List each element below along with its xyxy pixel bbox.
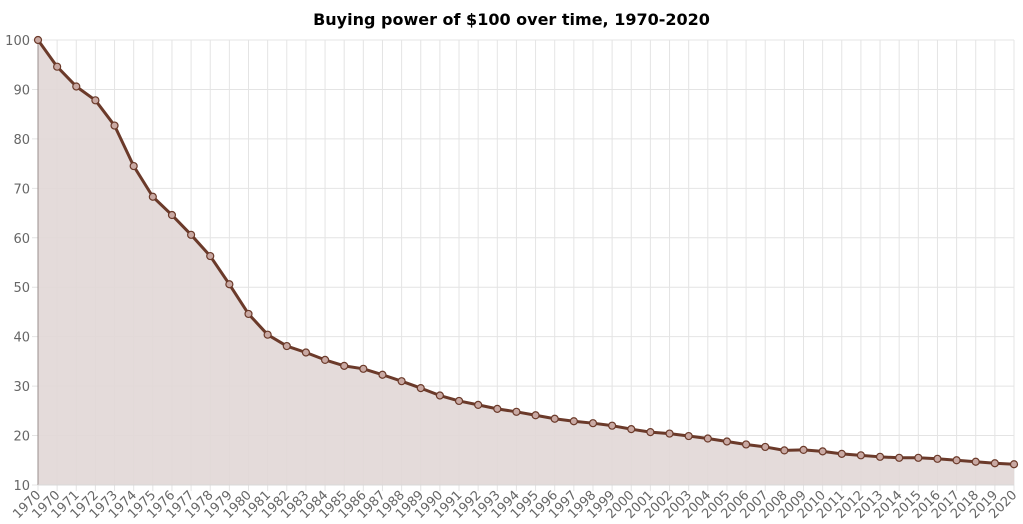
data-point xyxy=(1009,460,1019,469)
data-point xyxy=(301,348,311,357)
data-point xyxy=(53,62,62,71)
data-point xyxy=(703,434,712,443)
data-point xyxy=(378,370,387,379)
y-tick-label: 30 xyxy=(13,380,30,395)
data-point xyxy=(722,437,732,446)
y-tick-label: 20 xyxy=(13,430,30,445)
data-point xyxy=(837,449,846,458)
data-point xyxy=(206,251,215,261)
data-point xyxy=(110,121,119,130)
y-tick-label: 40 xyxy=(13,331,30,346)
data-point xyxy=(780,446,789,455)
data-point xyxy=(990,459,999,468)
y-tick-label: 100 xyxy=(5,34,30,49)
data-point xyxy=(512,407,521,416)
data-point xyxy=(359,364,368,373)
data-point xyxy=(129,161,138,171)
data-point xyxy=(818,447,827,456)
data-point xyxy=(397,377,406,386)
chart-title: Buying power of $100 over time, 1970-202… xyxy=(313,10,710,29)
data-point xyxy=(608,421,617,430)
data-point xyxy=(741,440,751,449)
data-point xyxy=(167,210,177,220)
data-point xyxy=(493,404,502,413)
y-tick-label: 50 xyxy=(13,281,30,296)
data-point xyxy=(282,341,291,351)
data-point xyxy=(33,35,43,45)
data-point xyxy=(186,230,196,239)
data-point xyxy=(971,457,980,466)
y-tick-label: 70 xyxy=(13,182,30,197)
data-point xyxy=(454,396,464,406)
data-point xyxy=(646,427,655,437)
data-point xyxy=(761,442,770,452)
data-point xyxy=(933,454,942,463)
data-point xyxy=(244,309,253,319)
data-point xyxy=(91,96,100,105)
data-point xyxy=(895,453,904,462)
data-point xyxy=(148,192,157,201)
data-point xyxy=(799,445,808,454)
y-tick-label: 60 xyxy=(13,232,30,247)
data-point xyxy=(416,383,425,393)
data-point xyxy=(952,456,961,465)
data-point xyxy=(435,391,444,400)
data-point xyxy=(225,280,234,289)
data-point xyxy=(875,452,885,461)
data-point xyxy=(340,361,349,370)
y-tick-label: 10 xyxy=(13,479,30,494)
data-point xyxy=(474,400,483,409)
series-line xyxy=(36,39,1015,466)
data-point xyxy=(263,330,272,339)
data-point xyxy=(684,431,693,441)
data-point xyxy=(914,453,923,462)
data-point xyxy=(569,417,578,426)
area-fill xyxy=(38,40,1014,485)
data-point xyxy=(665,429,674,438)
y-tick-label: 80 xyxy=(13,133,30,148)
data-point xyxy=(588,419,598,428)
data-point xyxy=(856,451,866,460)
data-point xyxy=(72,82,81,91)
data-point xyxy=(320,355,330,365)
data-point xyxy=(627,425,636,434)
data-point xyxy=(550,414,559,423)
y-tick-label: 90 xyxy=(13,83,30,98)
data-point xyxy=(531,411,540,420)
